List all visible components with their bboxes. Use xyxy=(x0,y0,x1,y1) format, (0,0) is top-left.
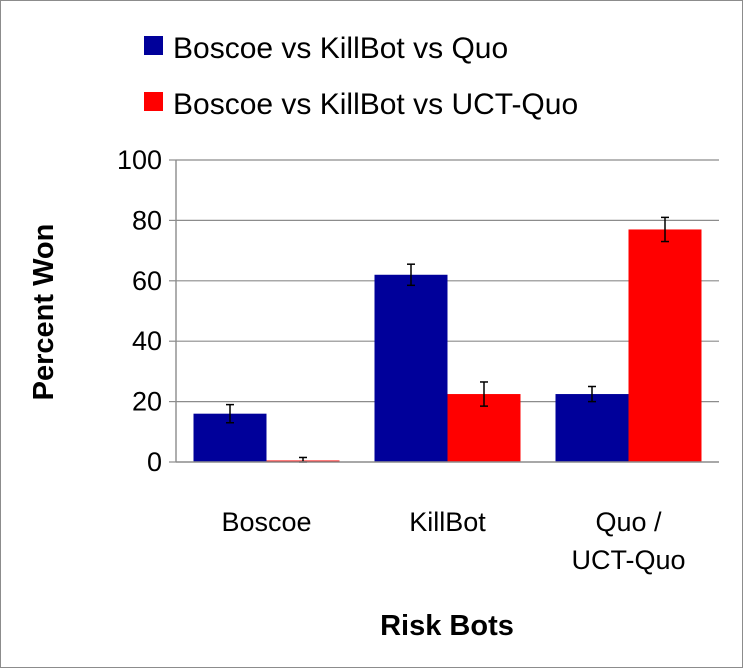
x-category-label: KillBot xyxy=(409,507,486,537)
y-tick-label: 20 xyxy=(132,387,162,417)
error-bar xyxy=(661,216,669,243)
legend-swatch xyxy=(144,36,163,55)
y-tick-label: 80 xyxy=(132,205,162,235)
y-tick-label: 0 xyxy=(147,447,162,477)
x-category-label: UCT-Quo xyxy=(571,545,685,575)
bars xyxy=(193,229,702,462)
legend: Boscoe vs KillBot vs Quo Boscoe vs KillBo… xyxy=(144,32,578,121)
error-bar xyxy=(588,385,596,403)
y-tick-labels: 0 20 40 60 80 100 xyxy=(117,145,162,477)
error-bar xyxy=(226,403,234,424)
y-tick-label: 60 xyxy=(132,266,162,296)
error-bar xyxy=(407,263,415,287)
x-category-labels: Boscoe KillBot Quo / UCT-Quo xyxy=(221,507,685,575)
error-bar xyxy=(480,381,488,407)
axes xyxy=(175,160,719,463)
legend-swatch xyxy=(144,92,163,111)
bar xyxy=(555,394,629,462)
legend-label: Boscoe vs KillBot vs UCT-Quo xyxy=(173,88,578,121)
x-category-label: Boscoe xyxy=(221,507,311,537)
legend-label: Boscoe vs KillBot vs Quo xyxy=(173,32,508,65)
y-tick-label: 100 xyxy=(117,145,162,175)
bar xyxy=(628,229,702,462)
bar xyxy=(374,274,448,462)
y-tick-label: 40 xyxy=(132,326,162,356)
x-category-label: Quo / xyxy=(595,507,662,537)
y-axis-title: Percent Won xyxy=(28,224,60,401)
x-axis-title: Risk Bots xyxy=(380,610,514,642)
